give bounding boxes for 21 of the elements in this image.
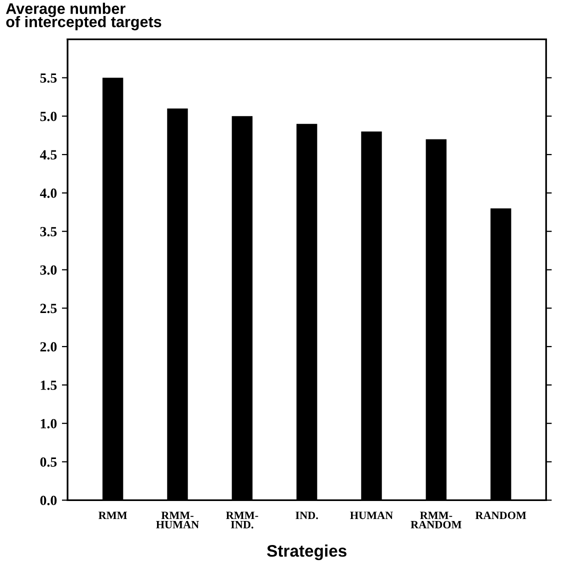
y-tick-label: 2.0	[40, 342, 57, 352]
x-tick-label: RMM- RANDOM	[410, 512, 462, 528]
y-tick-label: 5.0	[40, 112, 57, 122]
y-tick-label: 2.5	[40, 304, 57, 314]
x-tick-label: RMM- HUMAN	[156, 512, 199, 528]
y-tick-label: 3.5	[40, 226, 57, 236]
x-tick-label: RMM- IND.	[226, 512, 258, 528]
y-tick-label: 5.5	[40, 73, 57, 83]
x-axis-title: Strategies	[267, 544, 346, 560]
x-tick-label: RANDOM	[475, 512, 526, 520]
x-tick-label: HUMAN	[350, 512, 393, 520]
y-tick-label: 0.5	[40, 457, 57, 467]
y-tick-label: 4.5	[40, 150, 57, 160]
y-tick-label: 1.5	[40, 380, 57, 390]
x-tick-label: RMM	[98, 512, 128, 519]
y-tick-label: 3.0	[40, 265, 57, 275]
y-axis-title: Average number of intercepted targets	[6, 2, 162, 30]
y-tick-label: 4.0	[40, 188, 57, 198]
x-tick-label: IND.	[296, 512, 318, 520]
y-tick-label: 0.0	[40, 496, 57, 506]
y-tick-label: 1.0	[40, 418, 57, 428]
